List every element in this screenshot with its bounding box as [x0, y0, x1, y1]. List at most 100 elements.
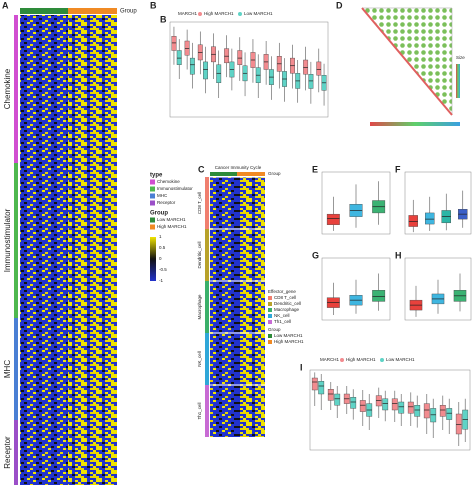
panel-label: B [150, 0, 157, 10]
panel-label: I [300, 362, 303, 372]
panel-title: Cancer Immunity Cycle [215, 165, 262, 170]
legend-swatch [268, 302, 272, 306]
scale-label: 0.5 [159, 245, 166, 250]
legend-dot [380, 358, 384, 362]
panel-label: A [2, 0, 9, 10]
legend-title: Group [150, 211, 168, 217]
legend-bar [456, 64, 460, 98]
legend-label: Low MARCH1 [244, 11, 273, 16]
legend-dot [198, 12, 202, 16]
plot-frame [309, 369, 471, 451]
box [430, 408, 437, 423]
scale-label: -1 [159, 278, 163, 283]
legend-label: Th1_cell [274, 319, 291, 324]
box [237, 50, 243, 65]
legend-label: High MARCH1 [204, 11, 234, 16]
legend-swatch [268, 334, 272, 338]
legend-label: Low MARCH1 [157, 217, 186, 222]
heatmap [68, 15, 117, 485]
heatmap [20, 15, 68, 485]
panel-label: B [160, 14, 167, 24]
box [327, 389, 334, 401]
legend-swatch [150, 224, 155, 230]
legend-label: MHC [157, 193, 168, 198]
box [203, 61, 208, 80]
legend-label: High MARCH1 [346, 357, 376, 362]
row-group-label: CD8 T_cell [197, 192, 202, 214]
legend-swatch [268, 296, 272, 300]
group-bar [237, 172, 265, 176]
group-bar [205, 385, 209, 437]
panel-label: G [312, 250, 319, 260]
box [391, 398, 398, 411]
legend-swatch [150, 200, 155, 206]
scale-label: -0.5 [159, 267, 167, 272]
legend-dot [238, 12, 242, 16]
legend-title: Size [456, 55, 465, 60]
panel-label: H [395, 250, 402, 260]
box [446, 408, 453, 420]
box [216, 64, 222, 83]
scale-label: 0 [159, 256, 162, 261]
legend-label: High MARCH1 [157, 224, 187, 229]
legend-label: Receptor [157, 200, 176, 205]
legend-label: NK_cell [274, 313, 290, 318]
box [414, 405, 421, 417]
legend-title: Effector_gene [268, 289, 296, 294]
group-bar [20, 8, 68, 14]
panel-label: D [336, 0, 343, 10]
legend-label: CD8 T_cell [274, 295, 296, 300]
legend-swatch [150, 179, 155, 185]
legend-title: MARCH1 [178, 11, 197, 16]
legend-title: Group [268, 327, 281, 332]
plot-frame [404, 171, 472, 235]
box [316, 61, 322, 76]
scale-label: 1 [159, 234, 162, 239]
type-label: Chemokine [3, 68, 12, 109]
row-group-label: NK_cell [197, 351, 202, 367]
plot-frame [404, 257, 472, 321]
box [311, 377, 318, 391]
heatmap [210, 177, 237, 437]
box [425, 212, 435, 225]
box [308, 74, 314, 89]
box [224, 48, 230, 64]
box [408, 215, 418, 227]
legend-label: Macrophage [274, 307, 300, 312]
type-bar [14, 318, 18, 420]
box [407, 401, 414, 414]
box [455, 413, 462, 435]
legend-swatch [150, 217, 155, 223]
box [318, 381, 325, 395]
diagonal [361, 7, 453, 116]
type-bar [14, 15, 18, 163]
row-group-label: Dendritic_cell [197, 241, 202, 268]
legend-label: Low MARCH1 [274, 333, 303, 338]
box [326, 213, 340, 225]
color-bar [370, 122, 460, 126]
panel-label: E [312, 164, 318, 174]
group-bar [68, 8, 117, 14]
legend-swatch [268, 314, 272, 318]
box [423, 403, 430, 419]
box [359, 400, 366, 412]
legend-swatch [268, 320, 272, 324]
legend-title: MARCH1 [320, 357, 339, 362]
panel-label: F [395, 164, 401, 174]
legend-label: Immunostimulator [157, 186, 193, 191]
box [398, 401, 405, 414]
group-bar [205, 333, 209, 385]
box [334, 393, 341, 406]
box [189, 57, 195, 75]
legend-swatch [150, 186, 155, 192]
legend-label: Low MARCH1 [386, 357, 415, 362]
color-scale [150, 237, 156, 281]
box [439, 405, 446, 417]
box [372, 290, 386, 302]
type-label: Receptor [3, 436, 12, 469]
panel-label: C [198, 164, 205, 174]
legend-swatch [268, 340, 272, 344]
plot-frame [321, 257, 391, 321]
legend-label: Dendritic_cell [274, 301, 301, 306]
group-bar [210, 172, 237, 176]
